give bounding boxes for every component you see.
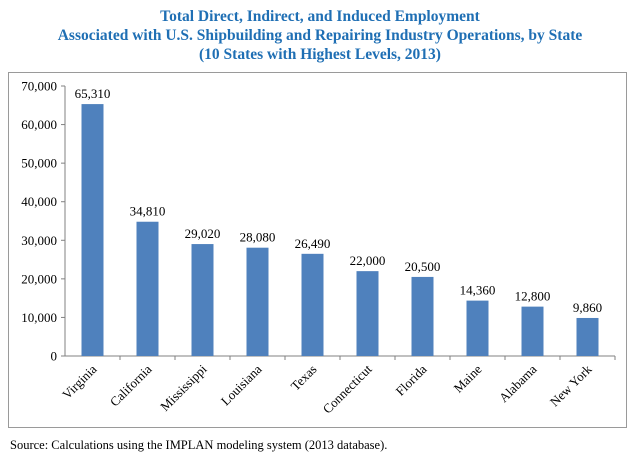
- x-tick-label: Connecticut: [320, 361, 375, 416]
- bar: [81, 104, 104, 356]
- data-label: 20,500: [405, 259, 441, 274]
- bar: [136, 221, 159, 356]
- bar: [466, 300, 489, 356]
- bar: [191, 244, 214, 356]
- y-tick-label: 20,000: [21, 271, 57, 286]
- y-tick-label: 50,000: [21, 156, 57, 171]
- data-label: 14,360: [460, 283, 496, 298]
- x-tick-label: Louisiana: [218, 361, 265, 408]
- y-tick-label: 30,000: [21, 233, 57, 248]
- chart-title-line-1: Total Direct, Indirect, and Induced Empl…: [160, 8, 480, 25]
- source-note: Source: Calculations using the IMPLAN mo…: [10, 438, 388, 452]
- x-tick-label: New York: [547, 361, 595, 409]
- data-label: 28,080: [240, 230, 276, 245]
- data-label: 9,860: [573, 300, 602, 315]
- bar: [246, 247, 269, 356]
- x-tick-label: Maine: [451, 361, 485, 395]
- data-label: 29,020: [185, 226, 221, 241]
- x-tick-label: Alabama: [496, 361, 540, 405]
- chart-frame: [8, 72, 627, 428]
- data-label: 26,490: [295, 236, 331, 251]
- y-tick-label: 10,000: [21, 310, 57, 325]
- bar: [576, 317, 599, 356]
- data-label: 12,800: [515, 289, 551, 304]
- x-tick-label: Virginia: [59, 361, 100, 402]
- bar: [411, 276, 434, 356]
- bar: [356, 271, 379, 356]
- data-label: 65,310: [75, 86, 111, 101]
- x-tick-label: California: [107, 361, 155, 409]
- y-tick-label: 60,000: [21, 117, 57, 132]
- x-tick-label: Texas: [288, 362, 320, 394]
- chart-title-line-2: Associated with U.S. Shipbuilding and Re…: [57, 27, 583, 44]
- data-label: 22,000: [350, 253, 386, 268]
- x-tick-label: Florida: [392, 361, 429, 398]
- bar: [521, 306, 544, 356]
- data-label: 34,810: [130, 204, 166, 219]
- y-tick-label: 40,000: [21, 194, 57, 209]
- chart-title: Total Direct, Indirect, and Induced Empl…: [0, 7, 640, 64]
- bar: [301, 253, 324, 356]
- y-tick-label: 70,000: [21, 79, 57, 94]
- chart-title-line-3: (10 States with Highest Levels, 2013): [199, 46, 441, 63]
- x-tick-label: Mississippi: [157, 361, 210, 414]
- y-tick-label: 0: [51, 349, 58, 364]
